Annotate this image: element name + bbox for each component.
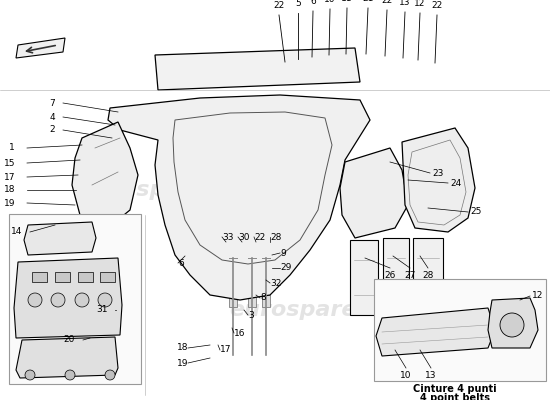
Text: 13: 13	[399, 0, 411, 7]
Text: 32: 32	[270, 278, 282, 288]
Text: 2: 2	[50, 126, 55, 134]
Circle shape	[65, 370, 75, 380]
Bar	[248, 295, 256, 307]
Text: 8: 8	[260, 294, 266, 302]
Text: 18: 18	[3, 186, 15, 194]
Text: 29: 29	[280, 264, 292, 272]
Text: 14: 14	[10, 228, 22, 236]
Polygon shape	[16, 38, 65, 58]
Text: eurospares: eurospares	[230, 300, 370, 320]
Bar	[350, 240, 378, 315]
Text: 19: 19	[177, 358, 188, 368]
Text: 4: 4	[50, 112, 55, 122]
Bar	[55, 272, 70, 282]
Text: 33: 33	[222, 232, 234, 242]
Text: 12: 12	[414, 0, 426, 8]
Text: 20: 20	[64, 336, 75, 344]
Text: 12: 12	[532, 292, 543, 300]
Circle shape	[28, 293, 42, 307]
Circle shape	[105, 370, 115, 380]
Bar	[229, 295, 237, 307]
Polygon shape	[376, 308, 495, 356]
Text: 22: 22	[381, 0, 393, 5]
Text: eurospares: eurospares	[80, 180, 221, 200]
Text: 26: 26	[384, 271, 395, 280]
Circle shape	[51, 293, 65, 307]
Bar	[78, 272, 93, 282]
Text: 11: 11	[341, 0, 353, 3]
Text: 27: 27	[404, 271, 416, 280]
Text: 24: 24	[450, 178, 461, 188]
Polygon shape	[488, 298, 538, 348]
Text: 1: 1	[9, 144, 15, 152]
Text: 10: 10	[400, 371, 412, 380]
Text: 13: 13	[425, 371, 437, 380]
Circle shape	[75, 293, 89, 307]
Polygon shape	[24, 222, 96, 255]
Text: 3: 3	[248, 310, 254, 320]
FancyBboxPatch shape	[9, 214, 141, 384]
Polygon shape	[340, 148, 408, 238]
Circle shape	[25, 370, 35, 380]
Circle shape	[98, 293, 112, 307]
Text: 21: 21	[362, 0, 373, 3]
Polygon shape	[402, 128, 475, 232]
Polygon shape	[155, 48, 360, 90]
Text: 18: 18	[177, 344, 188, 352]
Text: 4 point belts: 4 point belts	[420, 393, 490, 400]
Text: 10: 10	[324, 0, 336, 4]
Text: Cinture 4 punti: Cinture 4 punti	[413, 384, 497, 394]
Text: 25: 25	[470, 208, 481, 216]
Text: 6: 6	[310, 0, 316, 6]
Text: 22: 22	[254, 232, 265, 242]
Text: 9: 9	[280, 248, 286, 258]
Text: 28: 28	[270, 232, 282, 242]
Text: 19: 19	[3, 198, 15, 208]
Polygon shape	[16, 337, 118, 378]
FancyBboxPatch shape	[374, 279, 546, 381]
Bar	[413, 238, 443, 313]
Text: 23: 23	[432, 168, 443, 178]
Bar	[383, 238, 409, 315]
Text: 31: 31	[96, 306, 108, 314]
Text: 5: 5	[295, 0, 301, 8]
Bar	[32, 272, 47, 282]
Polygon shape	[72, 122, 138, 228]
Text: 17: 17	[220, 346, 232, 354]
Text: 22: 22	[431, 1, 443, 10]
Text: 17: 17	[3, 172, 15, 182]
Text: 6: 6	[178, 258, 184, 268]
Text: 22: 22	[273, 1, 285, 10]
Circle shape	[500, 313, 524, 337]
Text: 30: 30	[238, 232, 250, 242]
Text: 7: 7	[50, 98, 55, 108]
Text: 28: 28	[422, 271, 434, 280]
Text: 15: 15	[3, 158, 15, 168]
Text: 16: 16	[234, 328, 245, 338]
Bar	[262, 295, 270, 307]
Polygon shape	[14, 258, 122, 338]
Polygon shape	[108, 95, 370, 300]
Bar	[100, 272, 115, 282]
